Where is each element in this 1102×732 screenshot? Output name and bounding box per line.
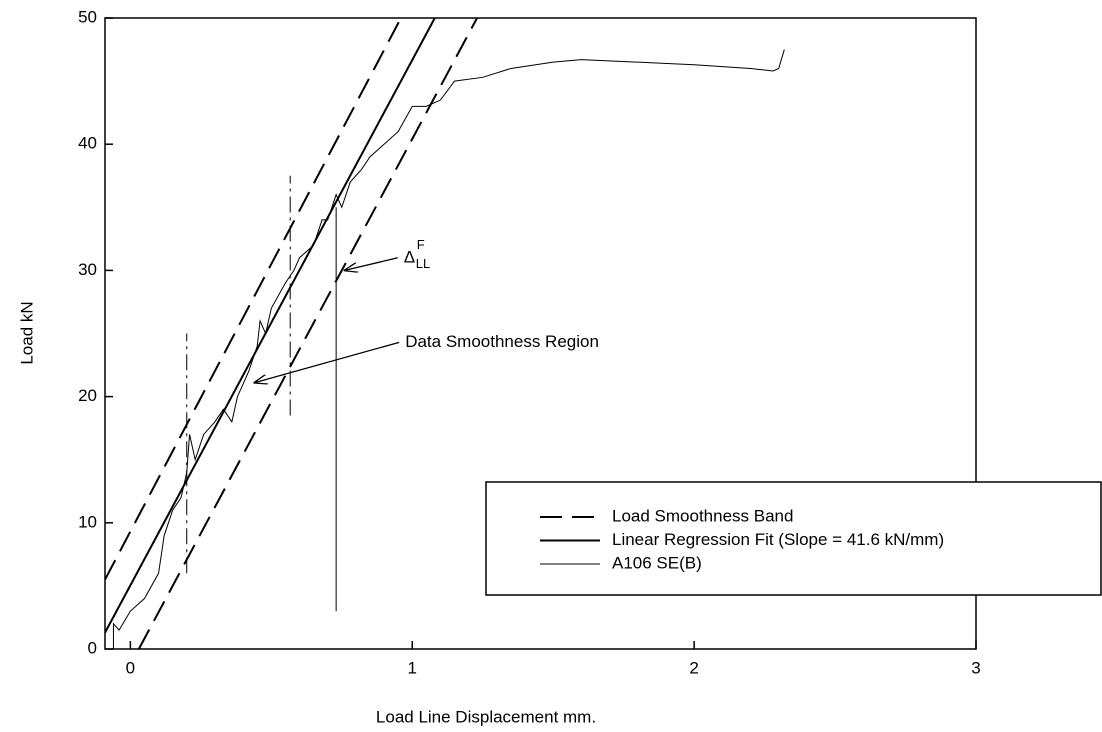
series-line	[112, 49, 785, 649]
y-tick-label: 20	[78, 386, 97, 405]
series-line	[105, 18, 436, 634]
plot-frame	[104, 17, 977, 650]
annotation-arrow	[254, 341, 400, 382]
legend-label: Linear Regression Fit (Slope = 41.6 kN/m…	[612, 530, 944, 549]
y-tick-label: 50	[78, 7, 97, 26]
x-tick-label: 2	[689, 658, 698, 677]
x-tick-label: 0	[126, 658, 135, 677]
annotation-arrow	[345, 257, 398, 271]
x-axis-label: Load Line Displacement mm.	[376, 707, 596, 726]
annotation-sub: LL	[416, 256, 430, 271]
x-tick-label: 3	[971, 658, 980, 677]
y-axis-label: Load kN	[17, 301, 36, 364]
series-line	[137, 18, 478, 649]
annotation-text: Data Smoothness Region	[405, 332, 599, 351]
legend-box	[485, 481, 1102, 596]
series-line	[105, 18, 402, 581]
y-tick-label: 10	[78, 512, 97, 531]
y-tick-label: 40	[78, 134, 97, 153]
x-tick-label: 1	[408, 658, 417, 677]
y-tick-label: 0	[88, 638, 97, 657]
y-tick-label: 30	[78, 260, 97, 279]
annotation-text: Δ	[404, 247, 415, 266]
annotation-sup: F	[417, 237, 425, 252]
legend-label: A106 SE(B)	[612, 553, 702, 572]
legend-label: Load Smoothness Band	[612, 506, 793, 525]
